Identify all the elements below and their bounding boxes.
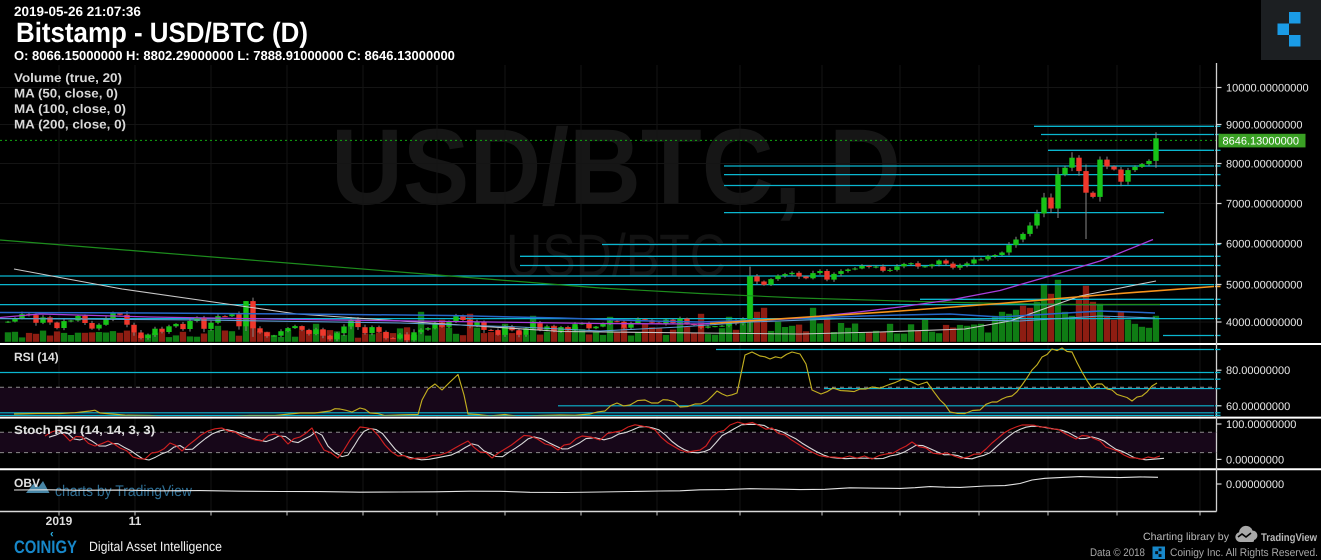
- svg-text:MA (200, close, 0): MA (200, close, 0): [14, 118, 126, 132]
- svg-text:‹: ‹: [50, 528, 54, 540]
- svg-text:Volume (true, 20): Volume (true, 20): [14, 71, 122, 85]
- svg-text:Data © 2018: Data © 2018: [1090, 547, 1145, 559]
- svg-text:80.00000000: 80.00000000: [1226, 365, 1290, 377]
- svg-text:charts by TradingView: charts by TradingView: [55, 483, 193, 500]
- svg-text:MA (100, close, 0): MA (100, close, 0): [14, 102, 126, 116]
- svg-text:Digital Asset Intelligence: Digital Asset Intelligence: [89, 539, 222, 554]
- svg-text:O: 8066.15000000 H: 8802.29000: O: 8066.15000000 H: 8802.29000000 L: 788…: [14, 48, 455, 63]
- svg-text:0.00000000: 0.00000000: [1226, 454, 1284, 466]
- svg-text:60.00000000: 60.00000000: [1226, 401, 1290, 413]
- svg-text:11: 11: [129, 514, 142, 528]
- svg-text:8646.13000000: 8646.13000000: [1223, 135, 1299, 147]
- svg-text:Charting library by: Charting library by: [1143, 531, 1230, 543]
- svg-text:USD/BTC: USD/BTC: [506, 222, 726, 289]
- svg-text:10000.00000000: 10000.00000000: [1226, 83, 1309, 95]
- svg-text:Stoch RSI (14, 14, 3, 3): Stoch RSI (14, 14, 3, 3): [14, 423, 155, 437]
- svg-text:OBV: OBV: [14, 476, 40, 490]
- svg-text:5000.00000000: 5000.00000000: [1226, 280, 1302, 292]
- svg-text:MA (50, close, 0): MA (50, close, 0): [14, 87, 118, 101]
- svg-text:9000.00000000: 9000.00000000: [1226, 120, 1302, 132]
- svg-text:100.00000000: 100.00000000: [1226, 419, 1296, 431]
- svg-text:8000.00000000: 8000.00000000: [1226, 159, 1302, 171]
- svg-text:Bitstamp - USD/BTC (D): Bitstamp - USD/BTC (D): [16, 17, 308, 48]
- svg-text:7000.00000000: 7000.00000000: [1226, 199, 1302, 211]
- svg-text:RSI (14): RSI (14): [14, 350, 59, 364]
- svg-text:COINIGY: COINIGY: [14, 537, 77, 557]
- svg-text:4000.00000000: 4000.00000000: [1226, 317, 1302, 329]
- svg-text:TradingView: TradingView: [1261, 532, 1317, 544]
- svg-text:2019-05-26 21:07:36: 2019-05-26 21:07:36: [14, 4, 141, 19]
- svg-text:6000.00000000: 6000.00000000: [1226, 239, 1302, 251]
- svg-text:0.00000000: 0.00000000: [1226, 479, 1284, 491]
- svg-text:2019: 2019: [46, 514, 73, 528]
- svg-text:Coinigy Inc. All Rights Reserv: Coinigy Inc. All Rights Reserved.: [1170, 547, 1318, 559]
